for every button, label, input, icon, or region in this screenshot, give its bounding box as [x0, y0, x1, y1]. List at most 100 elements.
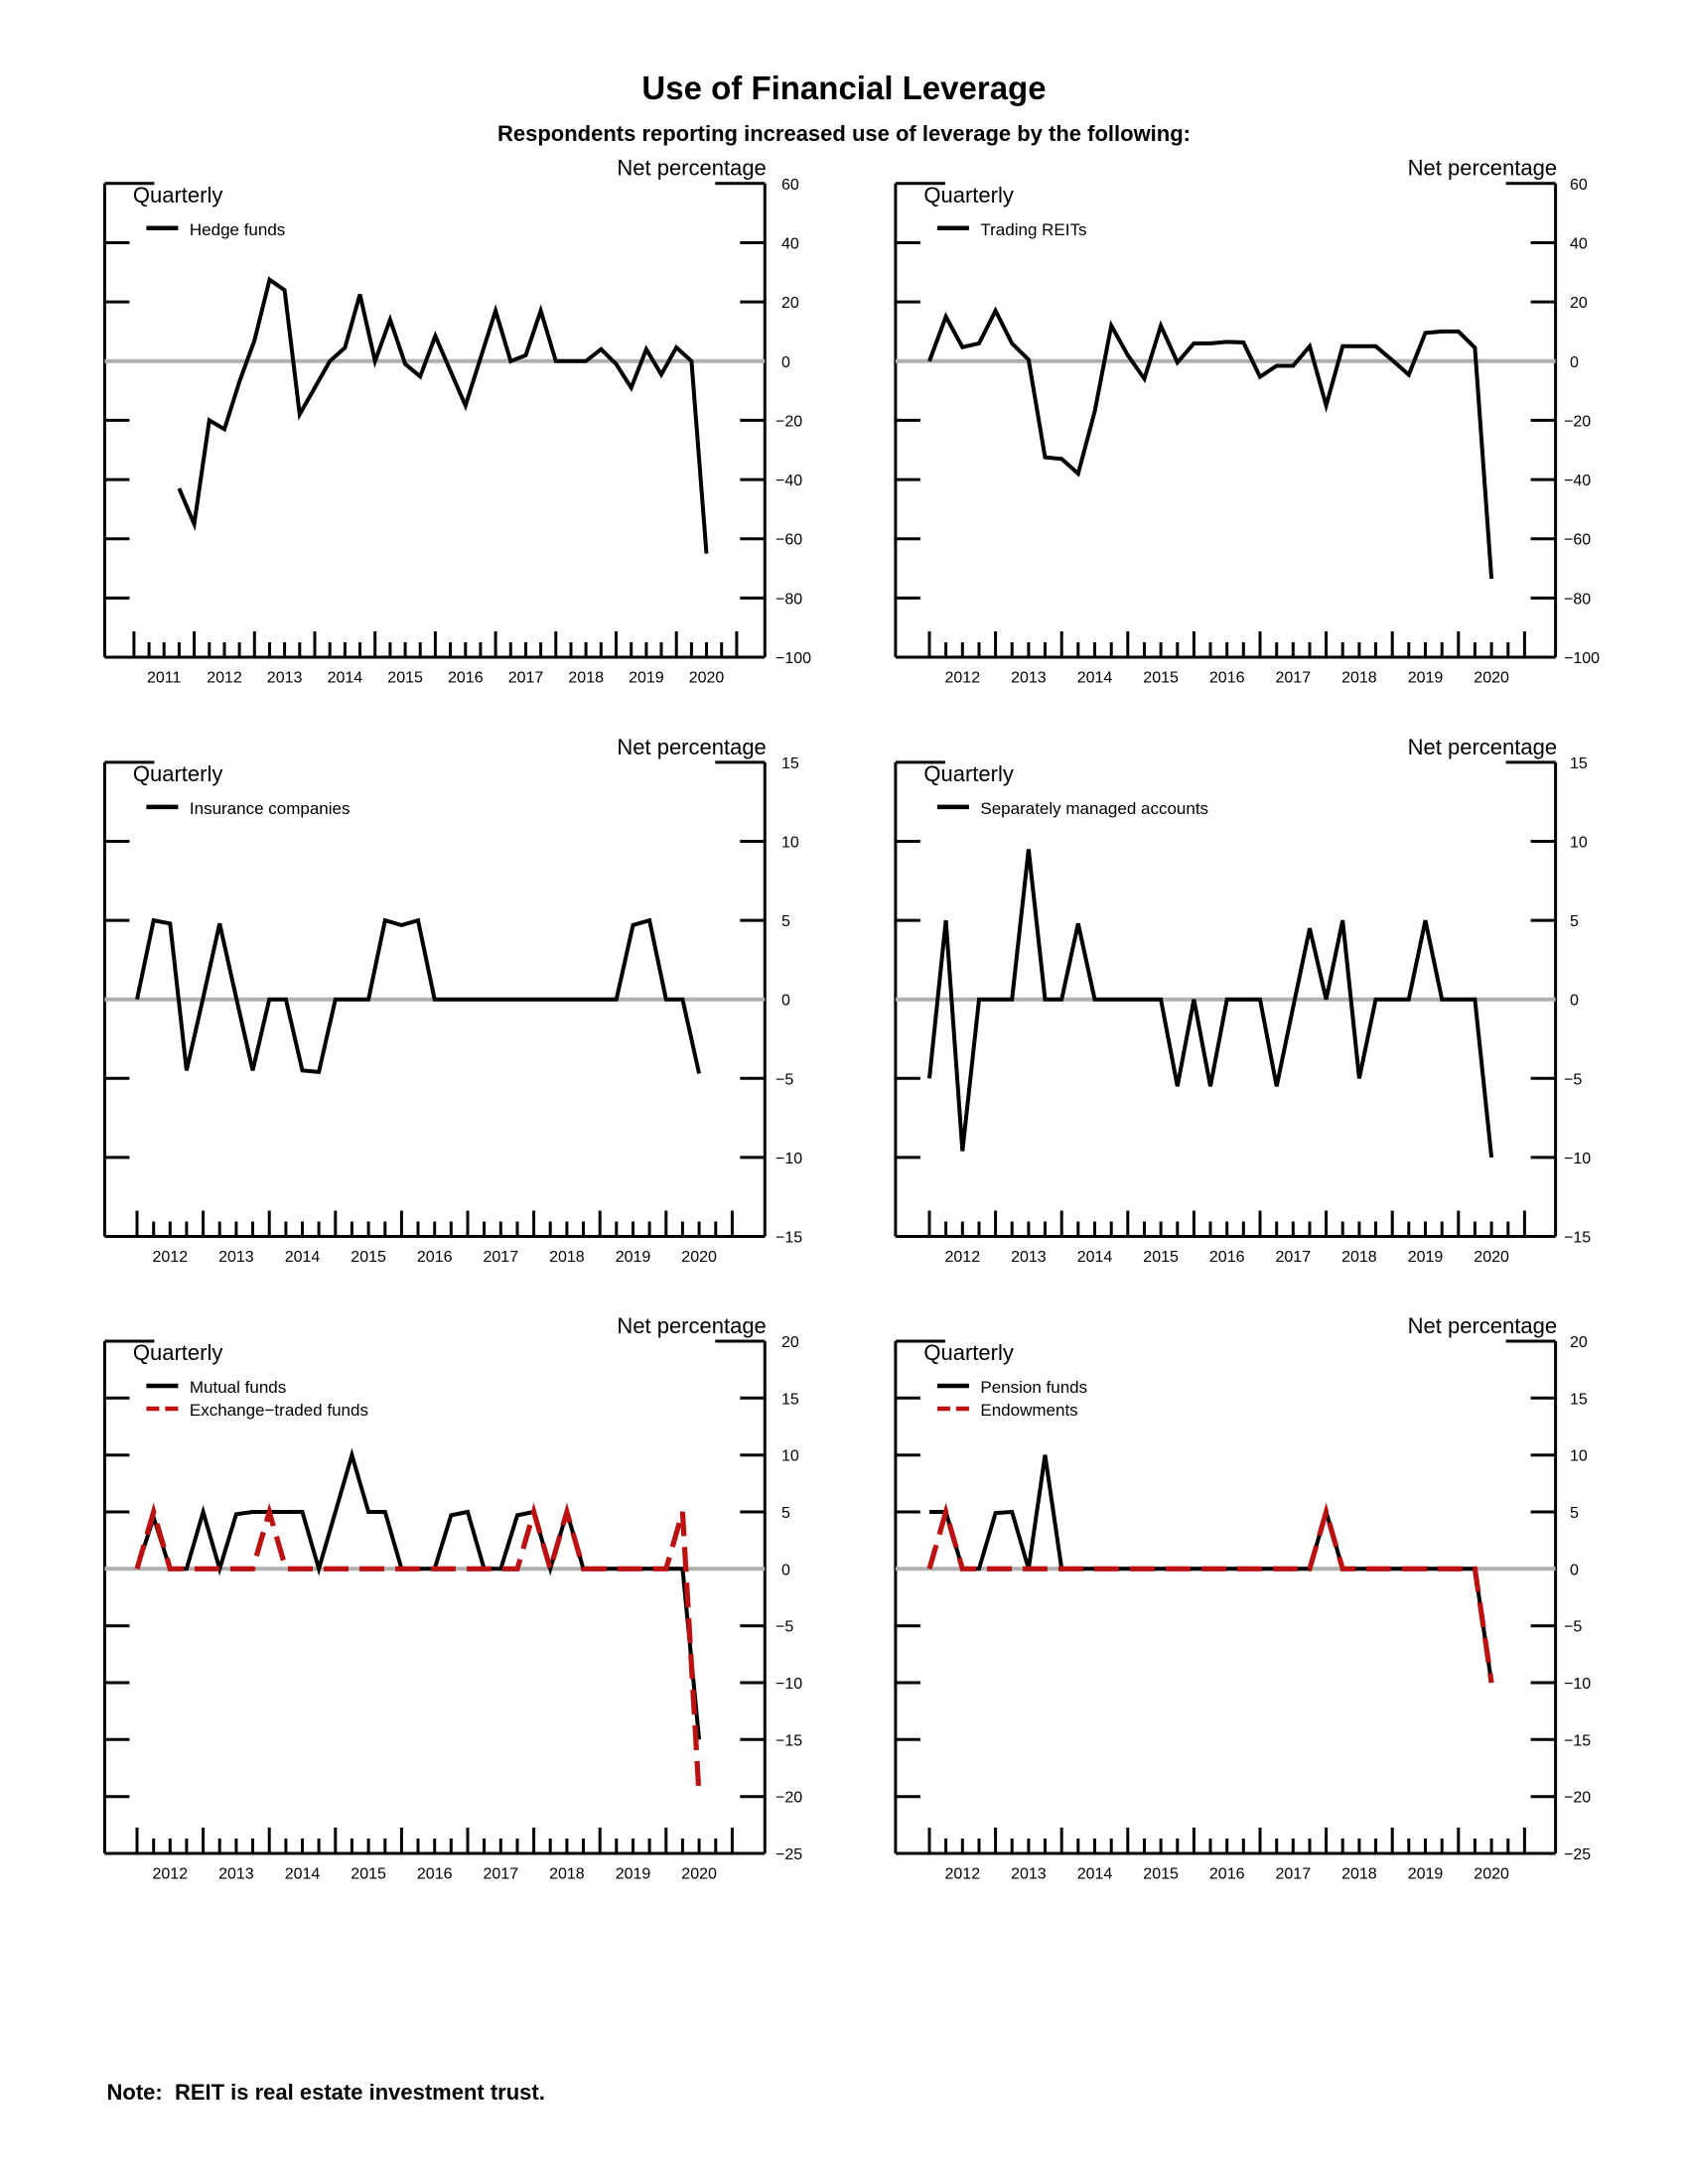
svg-text:2020: 2020 — [681, 1866, 717, 1883]
svg-text:15: 15 — [1570, 755, 1588, 772]
svg-text:Quarterly: Quarterly — [923, 1340, 1013, 1365]
svg-text:2017: 2017 — [1276, 1249, 1312, 1266]
svg-text:2017: 2017 — [484, 1249, 519, 1266]
svg-text:2014: 2014 — [1077, 1249, 1113, 1266]
svg-text:−60: −60 — [1564, 532, 1591, 549]
svg-text:−15: −15 — [1564, 1732, 1591, 1749]
svg-text:Pension funds: Pension funds — [980, 1378, 1087, 1397]
svg-text:−15: −15 — [775, 1230, 802, 1247]
svg-text:2019: 2019 — [616, 1866, 651, 1883]
svg-text:−20: −20 — [1564, 413, 1591, 430]
svg-text:2018: 2018 — [1341, 1866, 1377, 1883]
svg-text:2013: 2013 — [1011, 1249, 1047, 1266]
svg-text:Respondents reporting increase: Respondents reporting increased use of l… — [497, 121, 1191, 146]
svg-text:Quarterly: Quarterly — [133, 183, 222, 207]
svg-text:−100: −100 — [1564, 650, 1600, 667]
svg-text:2013: 2013 — [218, 1249, 254, 1266]
svg-text:−60: −60 — [775, 532, 802, 549]
svg-text:2018: 2018 — [549, 1249, 585, 1266]
svg-text:−10: −10 — [1564, 1676, 1591, 1693]
svg-text:2012: 2012 — [945, 1249, 981, 1266]
svg-text:2013: 2013 — [218, 1866, 254, 1883]
svg-text:2014: 2014 — [1077, 670, 1113, 687]
svg-text:2018: 2018 — [1341, 670, 1377, 687]
svg-text:2013: 2013 — [1011, 670, 1047, 687]
svg-text:2011: 2011 — [147, 670, 182, 687]
svg-text:2014: 2014 — [1077, 1866, 1113, 1883]
svg-text:2015: 2015 — [1143, 1866, 1179, 1883]
svg-text:−10: −10 — [1564, 1151, 1591, 1167]
svg-text:Net percentage: Net percentage — [1408, 1313, 1557, 1338]
svg-text:−20: −20 — [775, 1790, 802, 1807]
svg-text:2013: 2013 — [1011, 1866, 1047, 1883]
svg-text:2017: 2017 — [1276, 670, 1312, 687]
svg-text:Net percentage: Net percentage — [617, 735, 766, 759]
svg-text:2015: 2015 — [351, 1866, 386, 1883]
svg-text:−10: −10 — [775, 1151, 802, 1167]
svg-text:2018: 2018 — [568, 670, 604, 687]
svg-text:2012: 2012 — [153, 1249, 189, 1266]
svg-text:2015: 2015 — [387, 670, 423, 687]
svg-text:Trading REITs: Trading REITs — [980, 220, 1086, 239]
svg-text:2019: 2019 — [1408, 1866, 1444, 1883]
svg-text:−25: −25 — [1564, 1846, 1591, 1863]
svg-text:−5: −5 — [1564, 1619, 1582, 1636]
svg-text:20: 20 — [781, 1334, 799, 1351]
svg-text:−40: −40 — [1564, 473, 1591, 489]
svg-text:2017: 2017 — [484, 1866, 519, 1883]
svg-text:−80: −80 — [775, 591, 802, 608]
svg-text:2020: 2020 — [1474, 670, 1509, 687]
svg-text:Net percentage: Net percentage — [1408, 735, 1557, 759]
svg-text:40: 40 — [1570, 236, 1588, 253]
svg-text:2012: 2012 — [945, 670, 981, 687]
svg-text:2016: 2016 — [417, 1249, 453, 1266]
svg-text:−15: −15 — [775, 1732, 802, 1749]
svg-text:60: 60 — [781, 177, 799, 194]
svg-text:Net percentage: Net percentage — [617, 156, 766, 181]
svg-text:−20: −20 — [1564, 1790, 1591, 1807]
svg-text:2012: 2012 — [153, 1866, 189, 1883]
svg-text:−80: −80 — [1564, 591, 1591, 608]
svg-text:Quarterly: Quarterly — [923, 761, 1013, 786]
svg-text:2020: 2020 — [1474, 1866, 1509, 1883]
svg-text:2019: 2019 — [1408, 670, 1444, 687]
svg-text:Separately managed accounts: Separately managed accounts — [980, 799, 1208, 818]
svg-text:Note: REIT is real estate inv: Note: REIT is real estate investment tru… — [107, 2080, 545, 2105]
svg-text:Hedge funds: Hedge funds — [190, 220, 285, 239]
svg-text:20: 20 — [1570, 295, 1588, 312]
svg-text:2017: 2017 — [1276, 1866, 1312, 1883]
svg-text:−40: −40 — [775, 473, 802, 489]
svg-text:2019: 2019 — [629, 670, 664, 687]
svg-text:−5: −5 — [775, 1071, 793, 1088]
svg-text:2016: 2016 — [1209, 1866, 1245, 1883]
svg-text:2016: 2016 — [1209, 670, 1245, 687]
svg-text:2012: 2012 — [945, 1866, 981, 1883]
svg-text:60: 60 — [1570, 177, 1588, 194]
svg-text:2015: 2015 — [351, 1249, 386, 1266]
svg-text:5: 5 — [781, 913, 790, 930]
svg-text:Mutual funds: Mutual funds — [190, 1378, 286, 1397]
svg-text:−20: −20 — [775, 413, 802, 430]
svg-text:2018: 2018 — [549, 1866, 585, 1883]
svg-text:2018: 2018 — [1341, 1249, 1377, 1266]
svg-text:0: 0 — [1570, 1562, 1579, 1578]
svg-text:5: 5 — [781, 1505, 790, 1522]
svg-text:15: 15 — [781, 1391, 799, 1408]
svg-text:0: 0 — [781, 354, 790, 371]
svg-text:Quarterly: Quarterly — [133, 1340, 222, 1365]
svg-text:Net percentage: Net percentage — [1408, 156, 1557, 181]
svg-text:2017: 2017 — [508, 670, 544, 687]
svg-text:Exchange−traded funds: Exchange−traded funds — [190, 1401, 368, 1420]
svg-text:Insurance companies: Insurance companies — [190, 799, 351, 818]
svg-text:5: 5 — [1570, 1505, 1579, 1522]
svg-text:0: 0 — [781, 1562, 790, 1578]
svg-text:−100: −100 — [775, 650, 811, 667]
svg-text:2016: 2016 — [448, 670, 484, 687]
svg-text:0: 0 — [1570, 993, 1579, 1010]
svg-text:10: 10 — [781, 1448, 799, 1465]
svg-text:2012: 2012 — [207, 670, 242, 687]
svg-text:2020: 2020 — [1474, 1249, 1509, 1266]
svg-text:15: 15 — [1570, 1391, 1588, 1408]
svg-text:Use of Financial Leverage: Use of Financial Leverage — [641, 69, 1046, 106]
svg-text:Quarterly: Quarterly — [923, 183, 1013, 207]
